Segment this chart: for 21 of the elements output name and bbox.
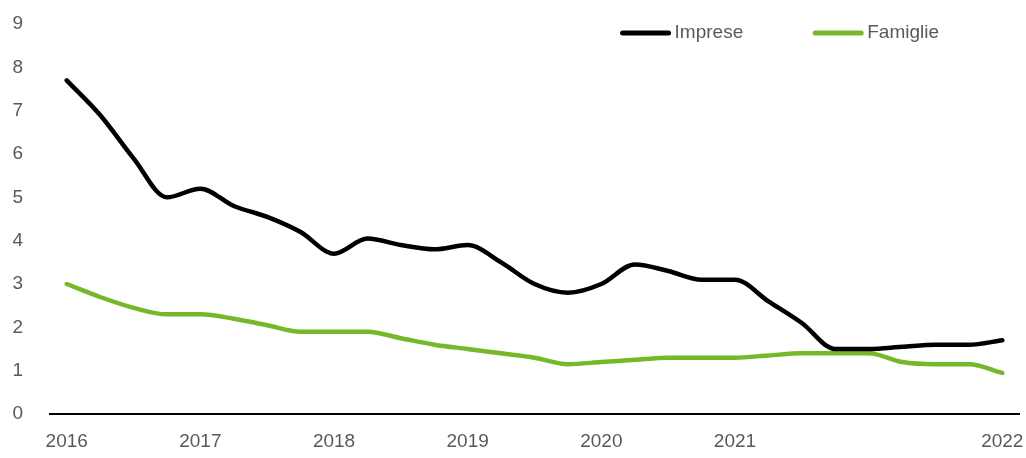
x-tick-label: 2017 <box>179 429 222 451</box>
y-tick-label: 4 <box>12 228 24 250</box>
x-tick-label: 2018 <box>312 429 356 451</box>
y-tick-label: 9 <box>12 12 23 34</box>
x-tick-label: 2022 <box>981 429 1024 451</box>
x-tick-label: 2021 <box>713 429 757 451</box>
y-tick-label: 8 <box>12 55 23 77</box>
legend-label: Famiglie <box>867 21 940 43</box>
y-tick-label: 5 <box>12 185 23 207</box>
x-tick-label: 2016 <box>45 429 88 451</box>
line-series <box>64 281 1005 376</box>
y-tick-label: 1 <box>12 358 23 380</box>
y-tick-label: 2 <box>12 315 23 337</box>
legend-label: Imprese <box>674 21 744 43</box>
x-tick-label: 2019 <box>446 429 489 451</box>
y-tick-label: 0 <box>12 402 23 424</box>
y-tick-label: 7 <box>12 98 23 120</box>
y-tick-label: 3 <box>12 272 23 294</box>
x-tick-label: 2020 <box>580 429 623 451</box>
y-tick-label: 6 <box>12 142 23 164</box>
line-series <box>64 78 1005 352</box>
